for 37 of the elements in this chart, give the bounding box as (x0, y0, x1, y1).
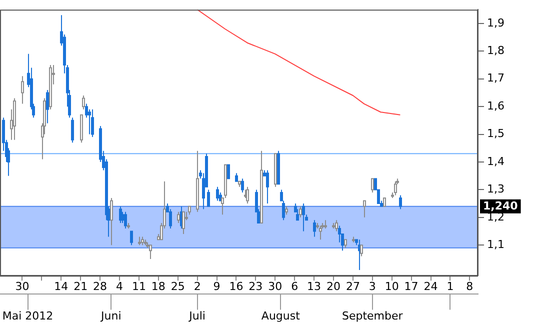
x-tick-label: 16 (229, 280, 244, 294)
x-tick-label: 14 (54, 280, 68, 294)
x-tick-label: 24 (424, 280, 438, 294)
x-tick-label: 6 (291, 280, 298, 294)
annotation: 1,240 (483, 200, 518, 213)
y-tick-label: 1,8 (487, 44, 504, 58)
x-tick-label: 1 (446, 280, 454, 294)
y-tick-label: 1,4 (487, 154, 504, 168)
x2-tick-label: Juli (188, 309, 206, 322)
x-tick-label: 18 (151, 280, 166, 294)
x-tick-label: 2 (194, 280, 201, 294)
x-tick-label: 25 (170, 280, 185, 294)
x-tick-label: 28 (93, 280, 108, 294)
x-tick-label: 27 (346, 280, 360, 294)
x-tick-label: 10 (384, 280, 399, 294)
x-tick-label: 30 (268, 280, 282, 294)
x-tick-label: 9 (213, 280, 220, 294)
x-tick-label: 4 (116, 280, 123, 294)
y-tick-label: 1,7 (487, 72, 504, 85)
x-tick-label: 20 (326, 280, 340, 294)
x-tick-label: 30 (15, 280, 30, 294)
y-tick-label: 1,1 (487, 238, 504, 251)
x-tick-label: 21 (74, 280, 88, 294)
x-tick-label: 17 (404, 280, 418, 294)
x-tick-label: 11 (132, 280, 146, 294)
x-tick-label: 8 (466, 280, 474, 294)
x2-tick-label: Mai 2012 (2, 309, 54, 322)
x2-tick-label: Juni (100, 309, 122, 322)
y-tick-label: 1,6 (487, 99, 504, 112)
y-tick-label: 1,9 (487, 16, 504, 30)
x-tick-label: 23 (248, 280, 263, 294)
y-tick-label: 1,5 (487, 127, 504, 140)
x-tick-label: 3 (368, 280, 376, 294)
x2-tick-label: August (261, 309, 301, 322)
x-tick-label: 13 (307, 280, 322, 294)
x2-tick-label: September (342, 309, 404, 322)
y-tick-label: 1,3 (487, 182, 504, 196)
